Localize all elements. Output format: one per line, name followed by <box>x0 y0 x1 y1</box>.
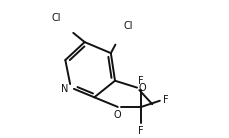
Text: F: F <box>138 76 143 86</box>
Text: O: O <box>138 83 145 93</box>
Text: F: F <box>163 95 168 105</box>
Text: Cl: Cl <box>123 21 132 31</box>
Text: N: N <box>60 84 68 94</box>
Text: F: F <box>138 126 143 136</box>
Text: O: O <box>113 110 121 120</box>
Text: Cl: Cl <box>52 13 61 23</box>
